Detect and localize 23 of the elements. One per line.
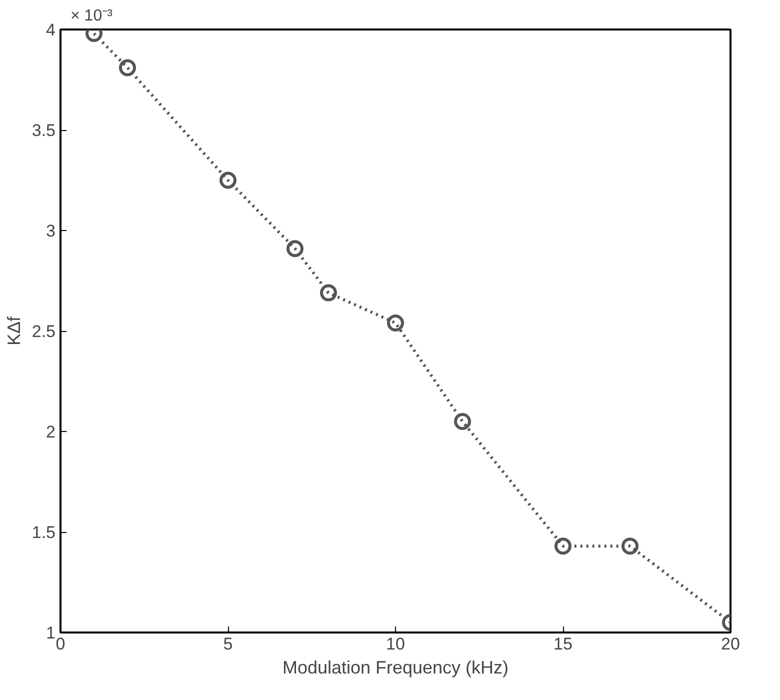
y-tick-label: 2.5 [32, 322, 56, 341]
point [554, 538, 572, 555]
point [220, 172, 236, 189]
point [622, 538, 638, 555]
point [387, 314, 404, 332]
x-tick-label: 10 [386, 634, 405, 654]
y-tick-label: 2 [46, 422, 56, 442]
y-axis-title: KΔf [4, 315, 24, 346]
x-tick-label: 15 [554, 634, 572, 654]
point [286, 240, 304, 258]
point [454, 412, 471, 430]
x-axis-title: Modulation Frequency (kHz) [282, 658, 509, 678]
y-tick-label: 3 [46, 222, 56, 240]
text: × 10⁻³ [70, 8, 114, 24]
point [119, 59, 136, 76]
y-tick-label: 3.5 [32, 121, 56, 140]
x-tick-label: 5 [223, 634, 233, 654]
y-tick-label: 1.5 [32, 523, 56, 542]
x-tick-label: 0 [56, 634, 66, 654]
x-tick-label: 20 [721, 634, 740, 654]
y-tick-label: 4 [46, 20, 56, 40]
y-tick-label: 1 [46, 624, 56, 642]
point [320, 284, 337, 302]
